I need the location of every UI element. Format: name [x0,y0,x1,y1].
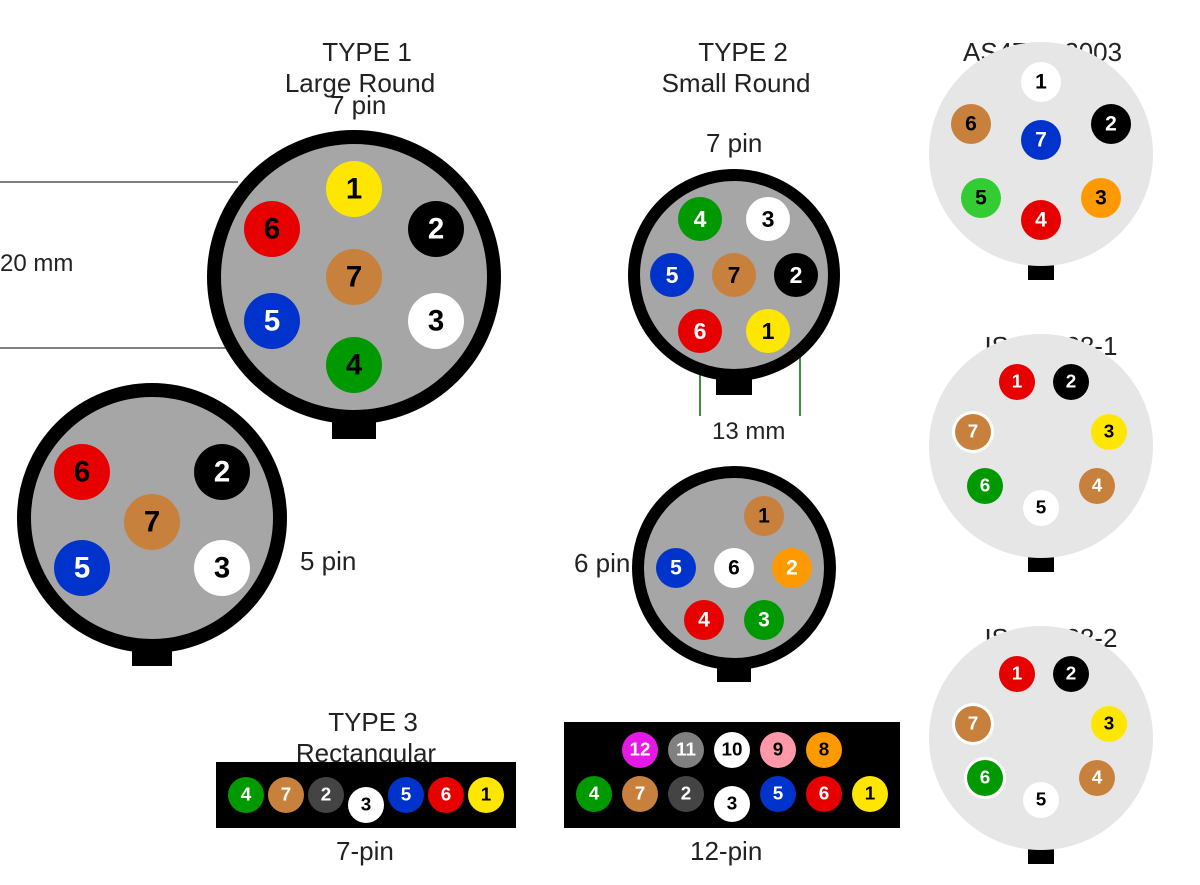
svg-text:4: 4 [589,784,600,805]
svg-text:2: 2 [214,456,230,489]
svg-text:3: 3 [1095,187,1107,210]
svg-text:7: 7 [635,784,646,805]
svg-text:2: 2 [1066,372,1077,393]
svg-text:5: 5 [74,552,90,585]
svg-text:5: 5 [1036,790,1047,811]
svg-text:4: 4 [1092,476,1103,497]
svg-text:4: 4 [346,349,363,382]
svg-text:6: 6 [965,113,977,136]
svg-text:1: 1 [1012,664,1023,685]
svg-text:3: 3 [428,305,444,338]
svg-text:7: 7 [346,261,362,294]
svg-text:2: 2 [428,213,444,246]
svg-text:1: 1 [346,173,362,206]
svg-text:5: 5 [666,262,679,288]
svg-text:5: 5 [401,785,412,806]
svg-text:1: 1 [481,785,492,806]
svg-text:3: 3 [361,795,372,816]
svg-text:3: 3 [1104,714,1115,735]
svg-text:7: 7 [968,714,979,735]
svg-text:4: 4 [1035,209,1047,232]
diagram-canvas: 1234567627534357261123456123456712345671… [0,0,1200,885]
svg-text:6: 6 [980,476,991,497]
svg-text:6: 6 [441,785,452,806]
svg-text:5: 5 [264,305,280,338]
svg-text:3: 3 [214,552,230,585]
svg-text:5: 5 [975,187,987,210]
svg-text:4: 4 [698,609,710,632]
svg-text:5: 5 [670,557,682,580]
svg-text:3: 3 [727,794,738,815]
svg-text:7: 7 [728,262,741,288]
svg-text:6: 6 [728,557,740,580]
svg-text:4: 4 [694,206,707,232]
svg-text:7: 7 [1035,129,1047,152]
svg-text:1: 1 [1012,372,1023,393]
svg-text:4: 4 [241,785,252,806]
svg-text:3: 3 [758,609,770,632]
svg-text:2: 2 [790,262,803,288]
svg-text:10: 10 [721,740,742,761]
svg-text:4: 4 [1092,768,1103,789]
svg-text:6: 6 [694,318,707,344]
svg-text:6: 6 [74,456,90,489]
svg-text:2: 2 [681,784,692,805]
svg-text:1: 1 [865,784,876,805]
svg-text:7: 7 [281,785,292,806]
svg-text:2: 2 [321,785,332,806]
svg-text:2: 2 [1105,113,1117,136]
svg-text:6: 6 [264,213,280,246]
svg-text:1: 1 [1035,71,1047,94]
svg-text:6: 6 [980,768,991,789]
svg-text:7: 7 [968,422,979,443]
svg-text:11: 11 [676,740,696,761]
svg-text:2: 2 [786,557,798,580]
svg-text:1: 1 [758,505,770,528]
svg-text:2: 2 [1066,664,1077,685]
svg-text:1: 1 [762,318,775,344]
svg-text:6: 6 [819,784,830,805]
svg-text:3: 3 [762,206,775,232]
svg-text:9: 9 [773,740,784,761]
svg-text:12: 12 [629,740,650,761]
svg-text:3: 3 [1104,422,1115,443]
svg-text:8: 8 [819,740,830,761]
svg-text:7: 7 [144,506,160,539]
svg-text:5: 5 [773,784,784,805]
svg-text:5: 5 [1036,498,1047,519]
